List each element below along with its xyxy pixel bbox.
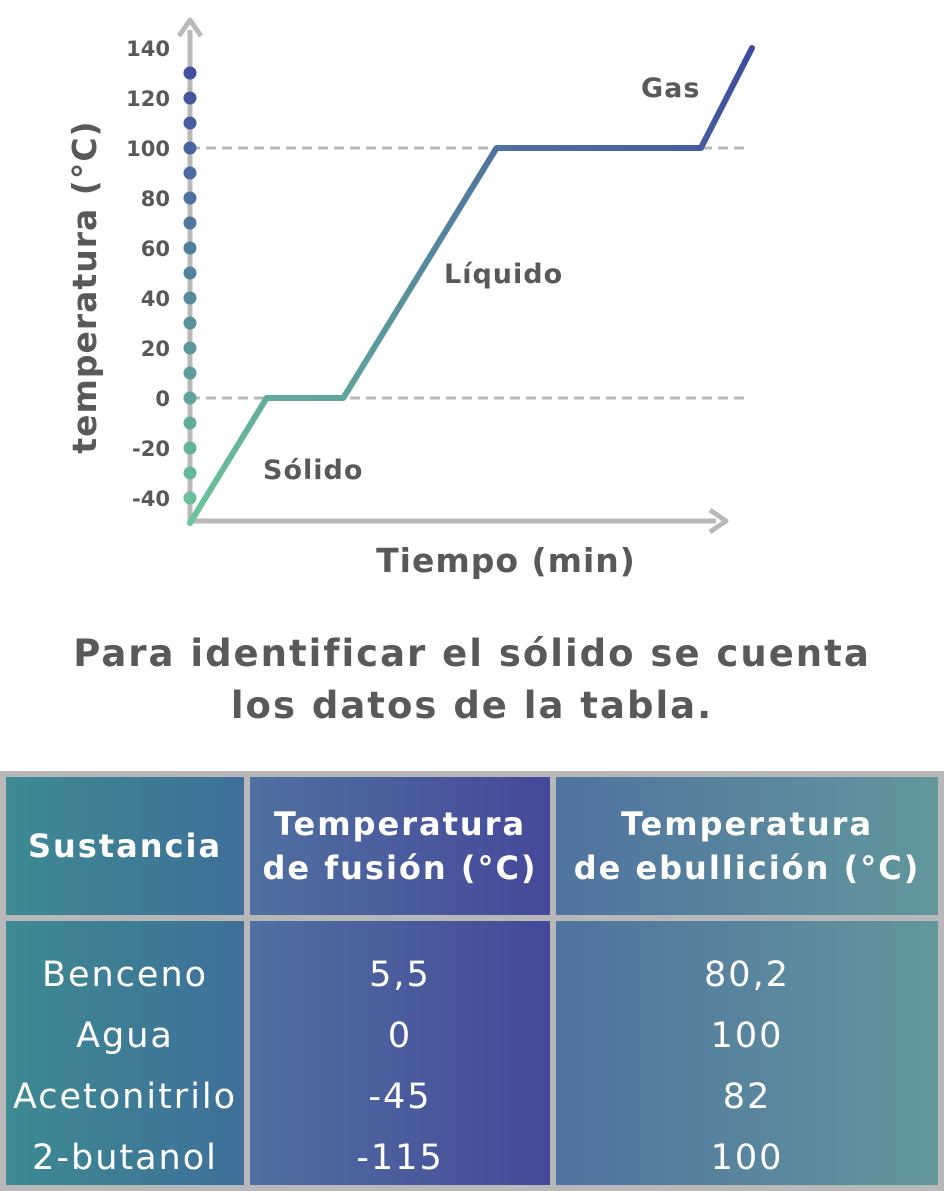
- table-cell: -45: [368, 1077, 432, 1117]
- region-label: Líquido: [444, 259, 563, 290]
- axis-dot: [183, 166, 197, 180]
- axis-dot: [183, 341, 197, 355]
- y-tick-label: 120: [126, 87, 170, 111]
- axis-dot: [183, 216, 197, 230]
- axis-dot: [183, 266, 197, 280]
- table-header-boiling: Temperatura de ebullición (°C): [556, 777, 938, 915]
- axis-dot: [183, 291, 197, 305]
- axis-dot: [183, 416, 197, 430]
- table-column-melting: 5,5 0 -45 -115: [250, 921, 550, 1185]
- axis-dot: [183, 66, 197, 80]
- table-cell: Agua: [76, 1016, 174, 1056]
- caption-line-2: los datos de la tabla.: [230, 684, 714, 727]
- table-cell: 100: [710, 1016, 784, 1056]
- axis-dot: [183, 366, 197, 380]
- region-label: Gas: [641, 73, 700, 104]
- table-cell: Acetonitrilo: [12, 1077, 238, 1117]
- y-tick-label: 140: [126, 37, 170, 61]
- axis-dot: [183, 141, 197, 155]
- data-table: Sustancia Temperatura de fusión (°C) Tem…: [0, 771, 944, 1191]
- axis-dot: [183, 441, 197, 455]
- axis-dot: [183, 91, 197, 105]
- header-text: Temperatura: [620, 805, 874, 843]
- table-header-melting: Temperatura de fusión (°C): [250, 777, 550, 915]
- y-tick-label: 20: [141, 337, 170, 361]
- header-text: Sustancia: [27, 827, 223, 865]
- y-tick-label: 60: [141, 237, 170, 261]
- y-axis-title: temperatura (°C): [65, 120, 104, 453]
- x-axis-title: Tiempo (min): [376, 541, 636, 580]
- axis-dot: [183, 116, 197, 130]
- axis-dot: [183, 466, 197, 480]
- axis-dot: [183, 316, 197, 330]
- axis-dot: [183, 191, 197, 205]
- y-tick-label: 40: [141, 287, 170, 311]
- axis-dot: [183, 241, 197, 255]
- header-text: de ebullición (°C): [573, 849, 921, 887]
- table-cell: 0: [387, 1016, 413, 1056]
- x-axis-arrow: [708, 507, 729, 535]
- y-tick-label: -40: [132, 487, 170, 511]
- y-tick-label: 0: [155, 387, 170, 411]
- table-cell: Benceno: [41, 955, 209, 995]
- table-cell: 2-butanol: [32, 1138, 218, 1178]
- y-tick-label: 100: [126, 137, 170, 161]
- caption: Para identificar el sólido se cuenta los…: [0, 628, 944, 732]
- table-header-substance: Sustancia: [6, 777, 244, 915]
- region-label: Sólido: [263, 455, 363, 486]
- axis-dot: [183, 391, 197, 405]
- header-text: Temperatura: [273, 805, 527, 843]
- table-column-boiling: 80,2 100 82 100: [556, 921, 938, 1185]
- y-axis-arrow: [176, 17, 204, 38]
- table-cell: 5,5: [369, 955, 431, 995]
- caption-line-1: Para identificar el sólido se cuenta: [73, 632, 871, 675]
- table-cell: 80,2: [704, 955, 790, 995]
- header-text: de fusión (°C): [262, 849, 538, 887]
- table-cell: 82: [722, 1077, 772, 1117]
- table-cell: 100: [710, 1138, 784, 1178]
- axis-dot: [183, 491, 197, 505]
- y-tick-label: 80: [141, 187, 170, 211]
- y-tick-label: -20: [132, 437, 170, 461]
- table-cell: -115: [356, 1138, 444, 1178]
- table-column-substance: Benceno Agua Acetonitrilo 2-butanol: [6, 921, 244, 1185]
- temperature-curve: [187, 45, 755, 526]
- phase-change-chart: 140 120 100 80 60 40 20 0 -20 -40 Sólido Líquido Gas…: [65, 17, 755, 580]
